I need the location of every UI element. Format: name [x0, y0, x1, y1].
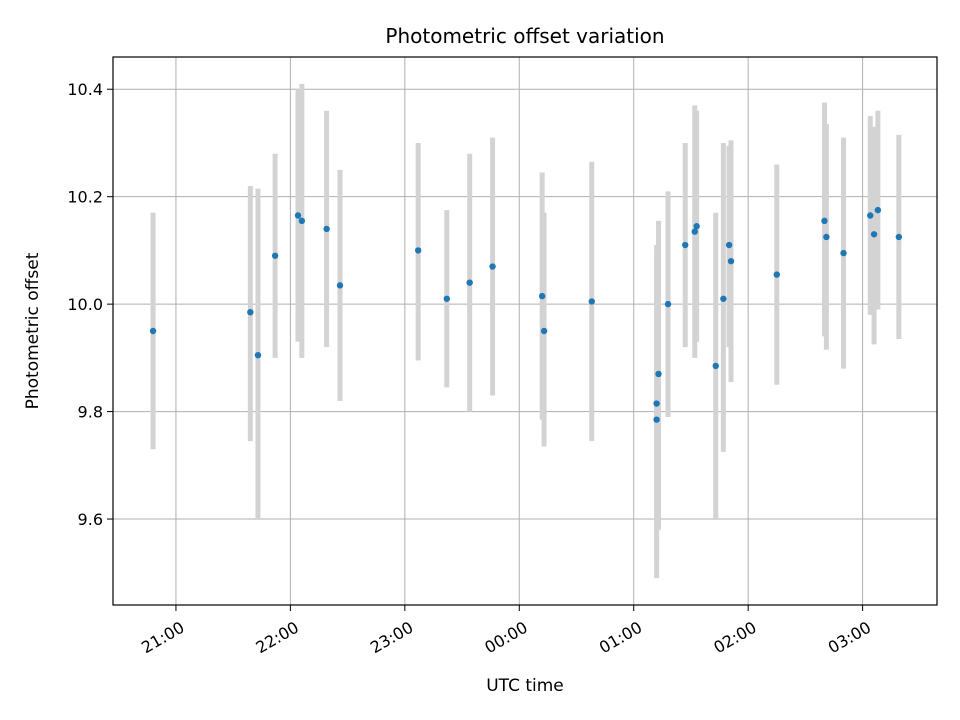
data-point [725, 241, 733, 249]
x-axis: 21:00 22:00 23:00 00:00 01:00 02:00 03:00 [138, 605, 874, 657]
data-point [693, 223, 700, 230]
data-point [712, 362, 719, 370]
x-tick-label: 22:00 [253, 618, 302, 658]
data-point [664, 300, 672, 308]
grid [113, 57, 937, 605]
x-tick-label: 02:00 [710, 618, 759, 658]
data-point [874, 206, 882, 214]
y-axis: 9.6 9.8 10.0 10.2 10.4 [67, 80, 113, 529]
data-point [840, 249, 847, 257]
data-point [867, 212, 874, 219]
data-point [466, 279, 473, 286]
chart-title: Photometric offset variation [385, 24, 664, 48]
y-tick-label: 10.2 [67, 188, 103, 207]
y-axis-label: Photometric offset [23, 252, 43, 409]
x-tick-label: 23:00 [367, 618, 416, 658]
data-point [823, 233, 830, 241]
data-point [254, 351, 262, 359]
data-point [149, 327, 157, 335]
x-axis-label: UTC time [486, 676, 564, 696]
data-point [298, 217, 306, 225]
data-point [540, 327, 548, 335]
y-tick-label: 9.8 [78, 403, 103, 422]
data-point [655, 370, 662, 378]
data-point [414, 247, 422, 254]
y-tick-label: 10.0 [67, 295, 103, 314]
x-tick-label: 21:00 [138, 618, 187, 658]
data-point [773, 271, 780, 278]
data-point [323, 225, 330, 233]
data-point [443, 295, 450, 302]
x-tick-label: 00:00 [481, 618, 530, 658]
errorbars [150, 83, 902, 579]
data-point [489, 263, 496, 270]
data-point [336, 282, 344, 289]
x-tick-label: 03:00 [825, 618, 874, 658]
data-point [720, 295, 727, 302]
data-point [691, 228, 698, 235]
data-point [727, 257, 735, 265]
data-point [538, 292, 546, 300]
data-point [653, 416, 660, 423]
plot-frame [112, 56, 938, 606]
x-tick-label: 01:00 [596, 618, 645, 658]
data-point [588, 298, 595, 305]
data-point [682, 241, 689, 249]
data-point [271, 252, 279, 259]
data-point [895, 233, 903, 241]
y-tick-label: 10.4 [67, 80, 103, 99]
data-point [294, 212, 302, 219]
data-point [653, 400, 660, 407]
data-point [870, 231, 878, 238]
data-points [149, 206, 903, 423]
data-point [247, 308, 254, 316]
y-tick-label: 9.6 [78, 510, 103, 529]
data-point [821, 217, 828, 225]
